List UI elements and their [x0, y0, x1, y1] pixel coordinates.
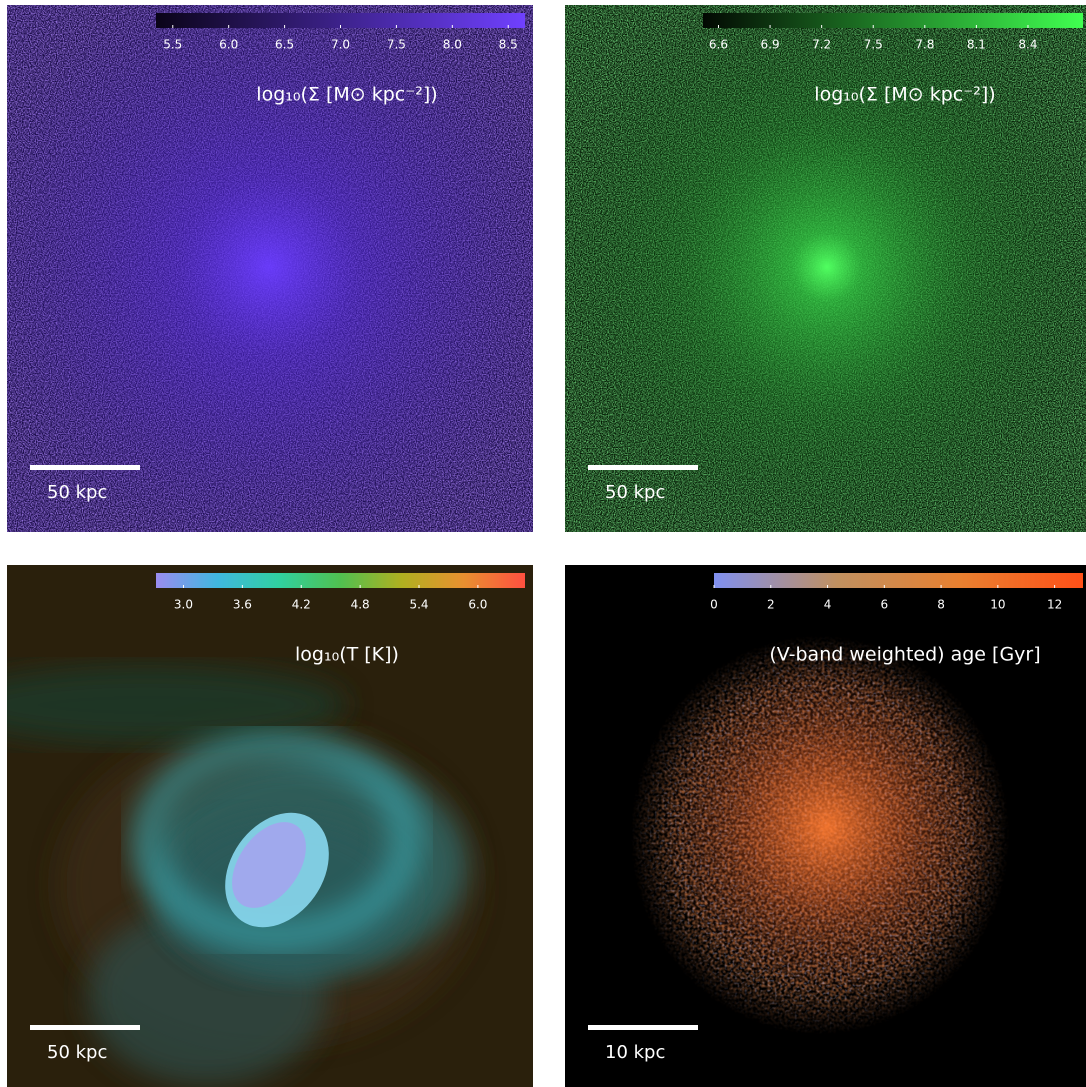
- colorbar-tick-label: 4.8: [351, 598, 370, 612]
- colorbar-tick-label: 4.2: [292, 598, 311, 612]
- colorbar-tick-label: 8.0: [443, 38, 462, 52]
- scale-bar: [30, 465, 140, 470]
- colorbar-tick-label: 0: [710, 598, 718, 612]
- colorbar-tick-label: 6.9: [761, 38, 780, 52]
- colorbar-label: log₁₀(Σ [M⊙ kpc⁻²]): [814, 84, 995, 106]
- image-glow: [565, 5, 1086, 532]
- colorbar-tick-label: 6.6: [709, 38, 728, 52]
- colorbar-tick-label: 6: [880, 598, 888, 612]
- colorbar-label: log₁₀(T [K]): [295, 644, 399, 666]
- colorbar-tick-label: 6.5: [275, 38, 294, 52]
- scale-bar: [30, 1025, 140, 1030]
- colorbar: [156, 13, 525, 28]
- colorbar-tick-label: 5.5: [163, 38, 182, 52]
- colorbar-tick-label: 3.0: [174, 598, 193, 612]
- scale-bar: [588, 465, 698, 470]
- colorbar-tick-label: 5.4: [409, 598, 428, 612]
- scale-bar-label: 50 kpc: [605, 482, 665, 503]
- colorbar-tick-label: 8.1: [967, 38, 986, 52]
- colorbar-label: log₁₀(Σ [M⊙ kpc⁻²]): [256, 84, 437, 106]
- scale-bar: [588, 1025, 698, 1030]
- colorbar: [714, 573, 1083, 588]
- panel: 5.5 6.0 6.5 7.0 7.5 8.0 8.5 log₁₀(Σ [M⊙ kpc⁻²])…: [7, 5, 533, 532]
- colorbar-tick-label: 8.5: [499, 38, 518, 52]
- scale-bar-label: 50 kpc: [47, 1042, 107, 1063]
- colorbar-label: (V-band weighted) age [Gyr]: [769, 644, 1040, 666]
- panel: 3.0 3.6 4.2 4.8 5.4 6.0 log₁₀(T [K]) 50 kpc: [7, 565, 533, 1087]
- panel: 6.6 6.9 7.2 7.5 7.8 8.1 8.4 log₁₀(Σ [M⊙ kpc⁻²])…: [565, 5, 1086, 532]
- panel: 0 2 4 6 8 10 12 (V-band weighted) age [Gyr] 10 k…: [565, 565, 1086, 1087]
- colorbar: [156, 573, 525, 588]
- colorbar-tick-label: 12: [1047, 598, 1062, 612]
- colorbar-tick-label: 6.0: [468, 598, 487, 612]
- colorbar-tick-label: 7.5: [387, 38, 406, 52]
- colorbar-tick-label: 7.0: [331, 38, 350, 52]
- colorbar-tick-label: 8.4: [1018, 38, 1037, 52]
- colorbar-tick-label: 3.6: [233, 598, 252, 612]
- gas-structure: [7, 665, 347, 745]
- scale-bar-label: 50 kpc: [47, 482, 107, 503]
- colorbar-tick-label: 7.2: [812, 38, 831, 52]
- gas-core-inner: [232, 822, 306, 908]
- colorbar-tick-label: 2: [767, 598, 775, 612]
- gas-ring: [132, 730, 422, 950]
- colorbar-tick-label: 10: [990, 598, 1005, 612]
- image-glow: [657, 657, 997, 997]
- colorbar-tick-label: 8: [937, 598, 945, 612]
- colorbar-tick-label: 7.5: [864, 38, 883, 52]
- colorbar-tick-label: 4: [824, 598, 832, 612]
- image-glow: [7, 5, 533, 532]
- colorbar-tick-label: 6.0: [219, 38, 238, 52]
- colorbar-tick-label: 7.8: [915, 38, 934, 52]
- colorbar: [703, 13, 1083, 28]
- scale-bar-label: 10 kpc: [605, 1042, 665, 1063]
